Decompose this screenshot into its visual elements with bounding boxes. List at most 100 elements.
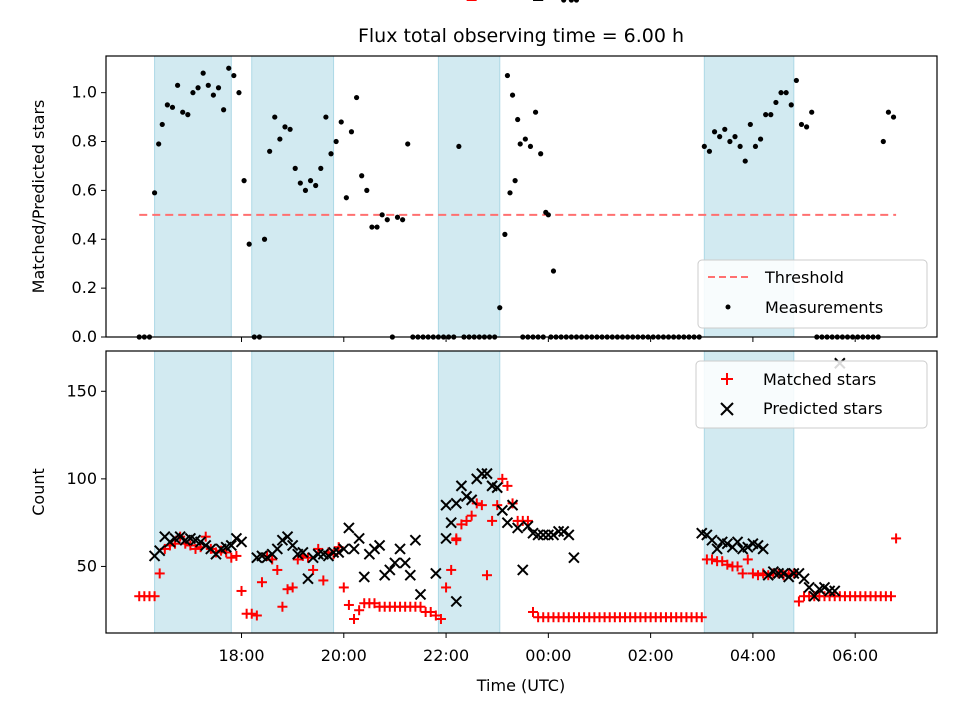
measurement-point <box>517 141 523 147</box>
marker-stroke <box>338 543 350 555</box>
ratio-y-ticks: 0.0 0.2 0.4 0.6 0.8 1.0 <box>72 83 106 346</box>
marker-stroke <box>557 525 570 538</box>
y-tick-label: 50 <box>77 556 97 575</box>
marker-stroke <box>542 529 555 541</box>
matched-star-marker <box>210 547 221 558</box>
predicted-star-marker <box>281 530 294 543</box>
marker-stroke <box>261 551 273 564</box>
marker-stroke <box>297 546 309 559</box>
measurements-legend-label: Measurements <box>765 298 883 317</box>
predicted-star-marker <box>798 572 810 585</box>
measurement-point <box>747 121 753 128</box>
matched-star-marker <box>349 613 360 624</box>
x-tick-label: 02:00 <box>628 646 674 665</box>
marker-stroke <box>568 551 580 564</box>
count-y-ticks: 50 100 150 <box>66 381 106 575</box>
measurement-point <box>456 143 462 150</box>
predicted-star-marker <box>235 536 248 548</box>
marker-stroke <box>731 536 744 548</box>
predicted-star-marker <box>261 551 273 564</box>
measurement-point <box>164 102 170 108</box>
matched-star-marker <box>451 535 462 546</box>
measurement-point <box>880 138 886 145</box>
marker-stroke <box>409 534 422 546</box>
marker-stroke <box>205 543 217 555</box>
ratio-y-axis-label: Matched/Predicted stars <box>29 100 48 294</box>
predicted-star-marker <box>501 516 514 529</box>
marker-stroke <box>527 527 539 539</box>
marker-stroke <box>368 543 381 555</box>
predicted-star-marker <box>721 537 734 550</box>
predicted-star-marker <box>343 522 355 534</box>
matched-star-marker <box>528 606 539 617</box>
matched-star-marker <box>476 500 487 511</box>
matched-star-marker <box>292 554 303 565</box>
predicted-star-marker <box>153 544 166 557</box>
matched-star-marker <box>354 605 365 616</box>
matched-star-marker <box>507 498 518 509</box>
predicted-star-marker <box>496 504 509 517</box>
marker-stroke <box>547 529 560 541</box>
marker-stroke <box>353 532 365 545</box>
marker-stroke <box>302 572 314 585</box>
marker-stroke <box>225 539 237 552</box>
marker-stroke <box>322 550 335 562</box>
measurement-point <box>231 72 237 79</box>
marker-stroke <box>706 534 718 546</box>
matched-star-marker <box>497 473 508 484</box>
observing-window <box>154 55 232 338</box>
matched-star-marker <box>190 543 201 554</box>
marker-stroke <box>399 557 411 569</box>
x-tick-label: 20:00 <box>321 646 367 665</box>
measurement-point <box>180 109 186 115</box>
predicted-legend-swatch <box>720 402 734 416</box>
measurement-point <box>545 212 551 218</box>
predicted-star-markers <box>148 0 846 608</box>
measurement-point <box>282 124 288 130</box>
ratio-panel-frame <box>105 55 938 338</box>
matched-star-marker <box>313 543 324 554</box>
predicted-star-marker <box>757 543 769 555</box>
marker-stroke <box>711 543 723 555</box>
marker-stroke <box>481 467 493 480</box>
predicted-star-marker <box>225 539 237 552</box>
marker-stroke <box>782 571 795 583</box>
marker-stroke <box>798 572 810 585</box>
marker-stroke <box>721 537 734 550</box>
marker-stroke <box>312 548 324 560</box>
predicted-star-marker <box>547 529 560 541</box>
matched-star-marker <box>441 582 452 593</box>
matched-star-marker <box>282 584 293 595</box>
predicted-star-marker <box>823 585 836 597</box>
predicted-star-marker <box>788 567 800 580</box>
marker-stroke <box>465 494 478 506</box>
predicted-star-marker <box>557 525 570 538</box>
marker-stroke <box>552 525 565 538</box>
measurement-point <box>803 124 810 130</box>
measurement-point <box>190 90 196 96</box>
measurement-point <box>727 138 733 145</box>
predicted-star-marker <box>706 534 718 546</box>
marker-stroke <box>808 590 820 602</box>
measurement-point <box>400 217 406 223</box>
measurement-point <box>394 214 401 220</box>
predicted-star-marker <box>430 567 442 580</box>
observing-window <box>437 350 501 634</box>
predicted-star-marker <box>389 557 401 569</box>
y-tick-label: 0.2 <box>72 278 97 297</box>
marker-stroke <box>394 543 406 555</box>
predicted-star-marker <box>286 539 299 552</box>
measurement-point <box>773 99 779 106</box>
predicted-star-marker <box>742 541 754 553</box>
measurement-point <box>287 126 293 132</box>
measurement-point <box>711 129 718 135</box>
predicted-star-marker <box>353 532 365 545</box>
chart-title: Flux total observing time = 6.00 h <box>358 25 684 47</box>
measurement-point <box>343 195 349 201</box>
marker-stroke <box>200 539 212 552</box>
measurement-point <box>359 173 365 179</box>
matched-legend-label: Matched stars <box>763 370 876 389</box>
measurement-point <box>226 65 232 71</box>
measurement-point <box>742 158 748 164</box>
